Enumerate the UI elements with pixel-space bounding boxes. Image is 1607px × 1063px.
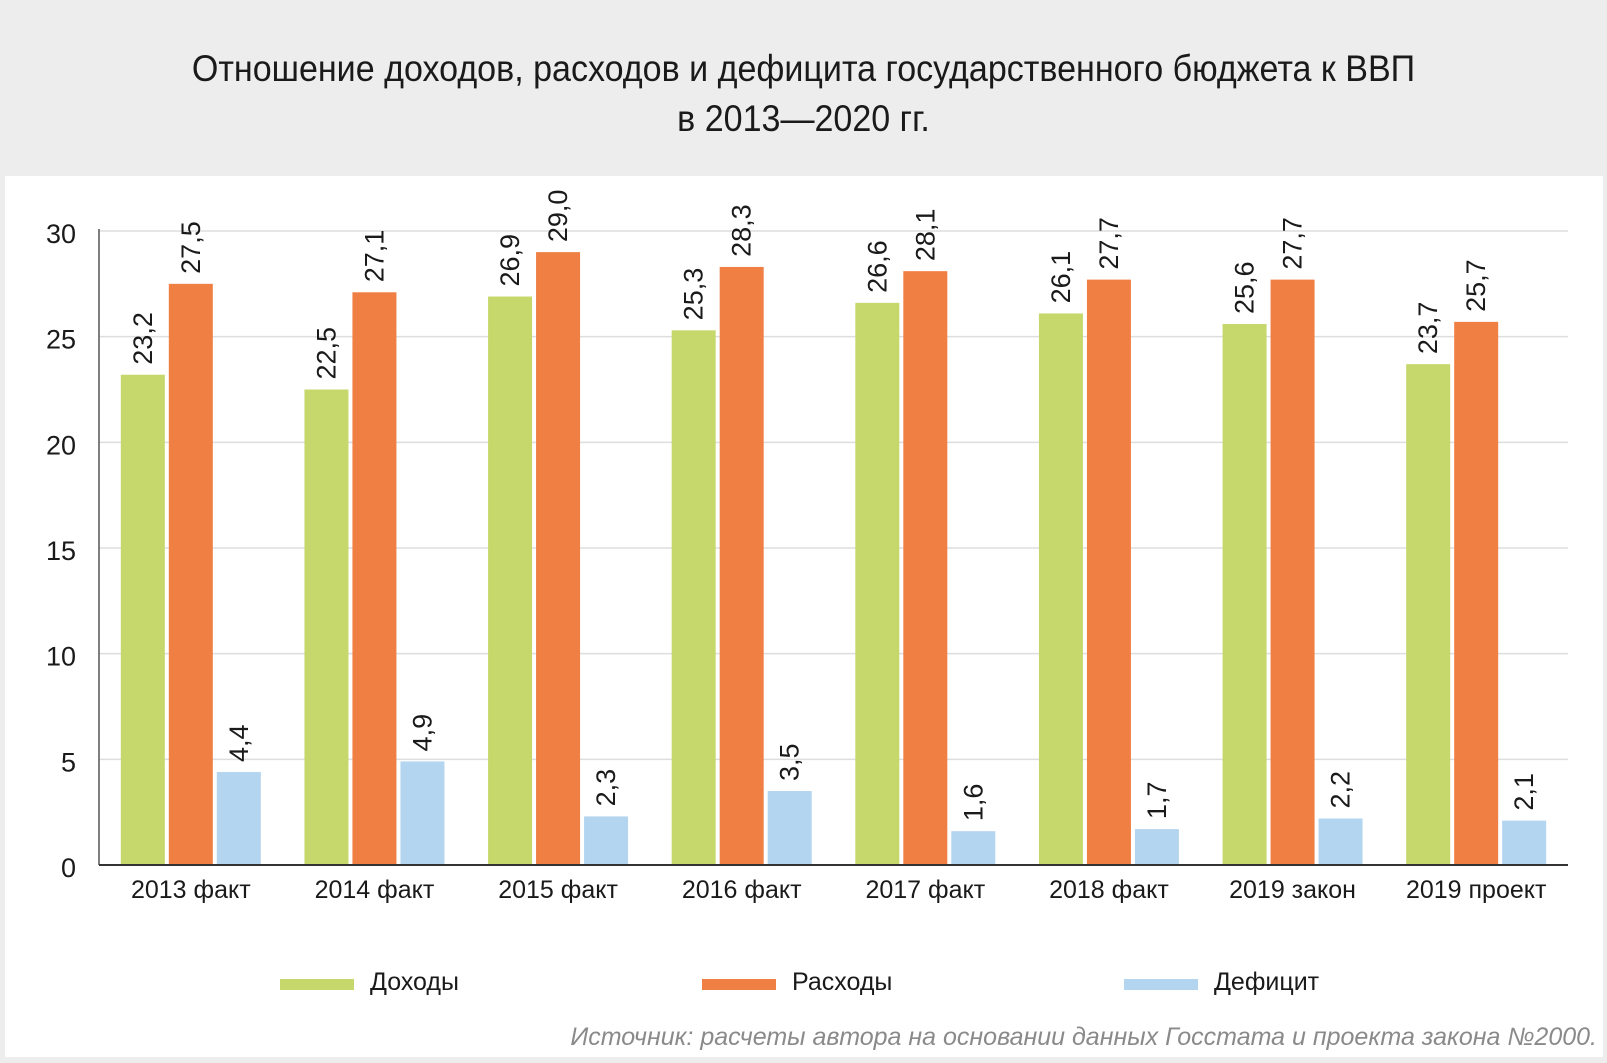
data-label: 25,3 (679, 268, 709, 321)
bar (216, 772, 261, 865)
bar (719, 266, 764, 866)
legend-swatch (280, 979, 354, 990)
bar (536, 252, 581, 866)
data-label: 27,5 (176, 221, 206, 274)
y-tick-label: 5 (61, 747, 76, 777)
bar (168, 283, 213, 865)
y-tick-label: 30 (46, 219, 76, 249)
legend: Доходы Расходы Дефицит (280, 968, 1320, 996)
data-label: 26,6 (862, 240, 892, 293)
data-label: 2,2 (1326, 771, 1356, 809)
bar (584, 816, 629, 865)
chart-title-line-2: в 2013—2020 гг. (677, 98, 930, 139)
bar (1222, 323, 1267, 865)
x-tick-label: 2019 закон (1229, 876, 1356, 904)
bar (1454, 321, 1499, 866)
data-label: 2,1 (1509, 773, 1539, 811)
legend-label: Дефицит (1214, 968, 1320, 996)
x-tick-label: 2016 факт (682, 876, 802, 904)
bar (1502, 820, 1547, 865)
bar (1406, 364, 1451, 865)
x-tick-label: 2015 факт (498, 876, 618, 904)
chart-title-line-1: Отношение доходов, расходов и дефицита г… (191, 48, 1416, 89)
data-label: 25,7 (1461, 259, 1491, 312)
legend-swatch (702, 979, 776, 990)
data-label: 4,4 (224, 724, 254, 762)
data-label: 1,7 (1142, 782, 1172, 820)
data-label: 27,7 (1094, 217, 1124, 270)
x-tick-label: 2017 факт (865, 876, 985, 904)
bar (1318, 818, 1363, 865)
data-label: 1,6 (958, 784, 988, 822)
data-label: 23,7 (1413, 302, 1443, 355)
bar (400, 761, 445, 865)
data-label: 28,1 (910, 209, 940, 262)
bar (120, 374, 165, 865)
x-tick-label: 2013 факт (131, 876, 251, 904)
chart-title: Отношение доходов, расходов и дефицита г… (64, 44, 1542, 144)
data-label: 26,1 (1046, 251, 1076, 304)
data-label: 29,0 (543, 190, 573, 243)
bar (488, 296, 533, 866)
bar (767, 791, 812, 865)
data-labels: 23,2 27,5 4,4 22,5 27,1 4,9 26,9 29,0 2,3 25,3 28,… (128, 190, 1539, 822)
data-label: 23,2 (128, 312, 158, 365)
bars (120, 252, 1547, 866)
data-label: 26,9 (495, 234, 525, 287)
legend-swatch (1124, 979, 1198, 990)
legend-label: Доходы (370, 968, 459, 996)
data-label: 3,5 (775, 743, 805, 781)
bar (951, 831, 996, 865)
bar (903, 271, 948, 865)
bar (671, 330, 716, 865)
x-tick-label: 2014 факт (315, 876, 435, 904)
bar (1134, 829, 1179, 865)
bar (1086, 279, 1131, 865)
source-note: Источник: расчеты автора на основании да… (570, 1023, 1597, 1051)
bar (352, 292, 397, 866)
data-label: 27,7 (1278, 217, 1308, 270)
data-label: 2,3 (591, 769, 621, 807)
chart-panel (5, 176, 1603, 1057)
data-label: 25,6 (1230, 261, 1260, 314)
bar (855, 302, 900, 865)
x-tick-label: 2019 проект (1406, 876, 1547, 904)
bar (1270, 279, 1315, 865)
y-tick-label: 10 (46, 642, 76, 672)
bar (1038, 313, 1083, 865)
data-label: 27,1 (359, 230, 389, 283)
legend-label: Расходы (792, 968, 892, 996)
bar (304, 389, 349, 865)
y-tick-label: 15 (46, 536, 76, 566)
y-tick-label: 0 (61, 853, 76, 883)
data-label: 4,9 (407, 714, 437, 752)
axes: 0 5 10 15 20 25 30 2013 факт 2014 факт 2015 факт 2… (46, 219, 1568, 904)
x-tick-label: 2018 факт (1049, 876, 1169, 904)
data-label: 28,3 (727, 204, 757, 257)
data-label: 22,5 (311, 327, 341, 380)
y-tick-label: 25 (46, 325, 76, 355)
y-tick-label: 20 (46, 430, 76, 460)
